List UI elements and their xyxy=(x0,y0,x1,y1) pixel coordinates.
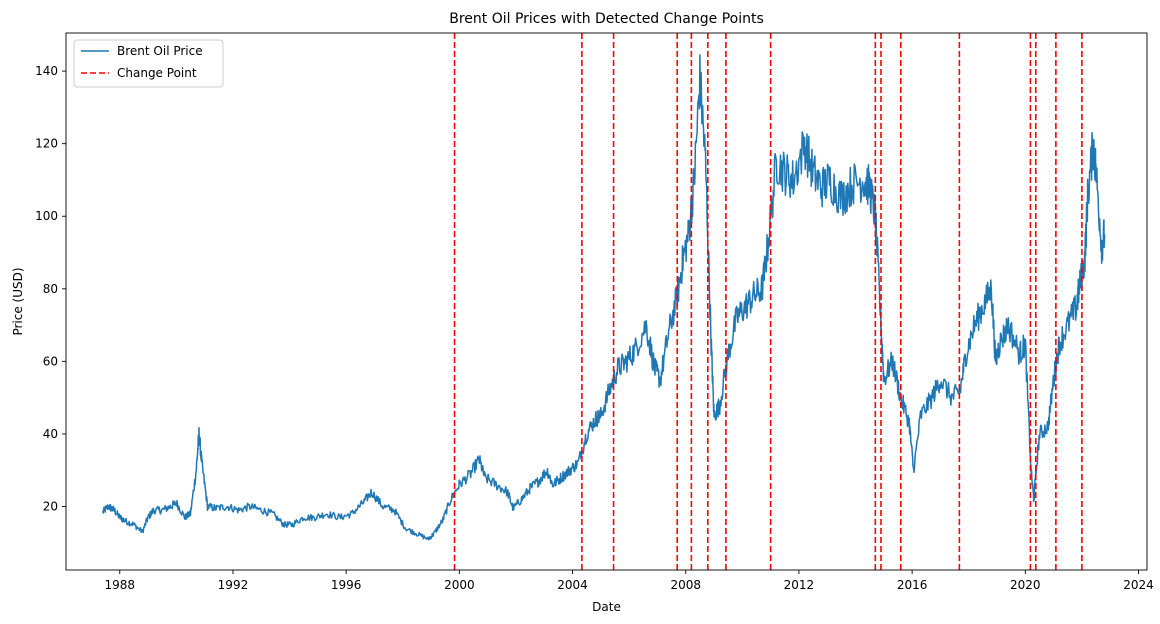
y-tick-label: 80 xyxy=(43,282,58,296)
x-tick-label: 2020 xyxy=(1010,578,1041,592)
x-tick-label: 2024 xyxy=(1123,578,1154,592)
x-tick-label: 1988 xyxy=(104,578,135,592)
y-axis-label: Price (USD) xyxy=(11,267,25,335)
y-tick-label: 140 xyxy=(35,64,58,78)
y-tick-label: 100 xyxy=(35,209,58,223)
series-line-brent-oil-price xyxy=(102,54,1106,541)
plot-frame xyxy=(65,32,1148,571)
legend-box xyxy=(73,39,224,88)
x-tick-label: 2016 xyxy=(897,578,928,592)
x-tick-label: 2000 xyxy=(444,578,475,592)
chart-title: Brent Oil Prices with Detected Change Po… xyxy=(449,11,764,27)
x-tick-label: 2004 xyxy=(557,578,588,592)
plot-area: 1988 1992 1996 2000 2004 2008 2012 2016 2020 2024… xyxy=(35,32,1154,592)
x-axis-label: Date xyxy=(592,600,621,614)
x-tick-label: 2008 xyxy=(670,578,701,592)
legend: Brent Oil Price Change Point xyxy=(73,39,224,88)
x-tick-label: 1992 xyxy=(218,578,249,592)
y-tick-label: 20 xyxy=(43,500,58,514)
y-tick-label: 40 xyxy=(43,427,58,441)
y-tick-label: 60 xyxy=(43,354,58,368)
legend-label-series: Brent Oil Price xyxy=(117,44,203,58)
y-tick-label: 120 xyxy=(35,137,58,151)
x-tick-label: 1996 xyxy=(331,578,362,592)
x-tick-label: 2012 xyxy=(784,578,815,592)
legend-label-change-point: Change Point xyxy=(117,66,197,80)
